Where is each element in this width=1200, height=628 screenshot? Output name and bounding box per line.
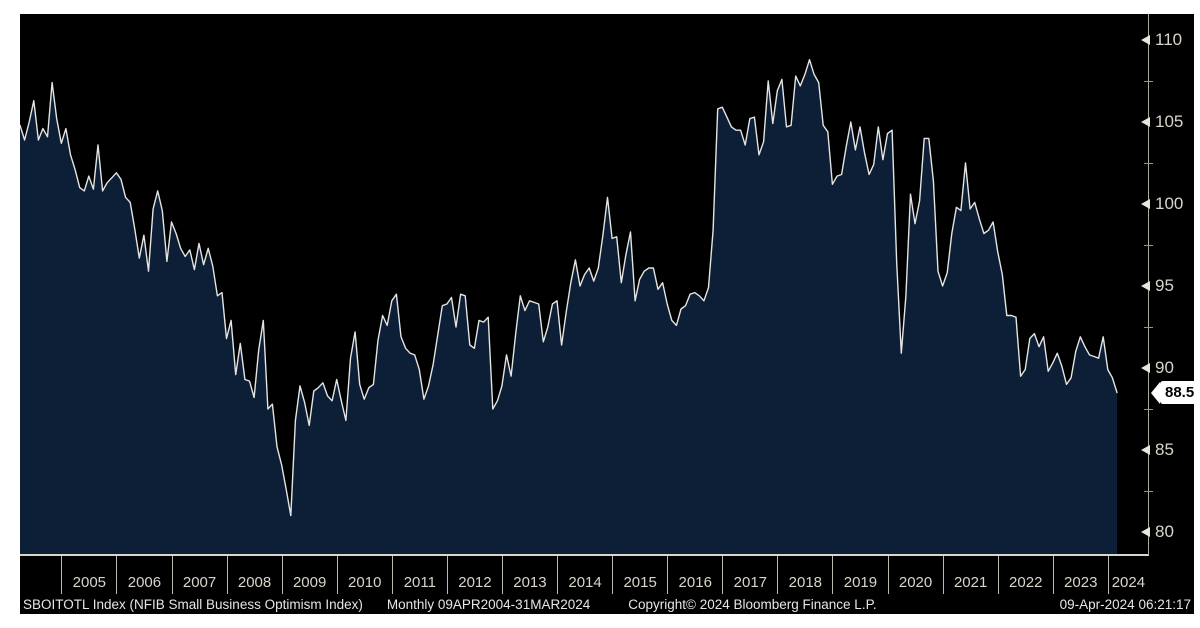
- x-tick-year-2024: 2024: [1107, 556, 1148, 594]
- copyright-notice: Copyright© 2024 Bloomberg Finance L.P.: [628, 596, 877, 612]
- y-tick-minor: [1144, 163, 1153, 164]
- x-tick-year-2023: 2023: [1052, 556, 1108, 594]
- y-tick-label: 100: [1155, 194, 1184, 213]
- x-tick-year-2018: 2018: [777, 556, 832, 594]
- x-tick-year-2013: 2013: [501, 556, 557, 594]
- x-tick-year-2014: 2014: [557, 556, 612, 594]
- y-tick-minor: [1144, 81, 1153, 82]
- x-tick-year-2005: 2005: [61, 556, 116, 594]
- x-tick-year-2016: 2016: [667, 556, 722, 594]
- x-tick-year-2012: 2012: [446, 556, 502, 594]
- frequency-date-range: Monthly 09APR2004-31MAR2024: [386, 596, 591, 612]
- x-tick-year-2015: 2015: [612, 556, 667, 594]
- chart-footer: SBOITOTL Index (NFIB Small Business Opti…: [20, 595, 1194, 613]
- y-tick-label: 90: [1155, 358, 1174, 377]
- x-tick-year-2009: 2009: [281, 556, 337, 594]
- series-area-fill: [20, 59, 1117, 554]
- y-tick-label: 110: [1155, 30, 1183, 49]
- y-tick-arrow-icon: [1141, 363, 1150, 373]
- y-tick-minor: [1144, 327, 1153, 328]
- y-tick-label: 95: [1155, 276, 1174, 295]
- bloomberg-chart-panel: 110 105 100 95 90 85 80 2005 2006 2007 2008 2009 20…: [20, 14, 1200, 614]
- y-tick-arrow-icon: [1141, 445, 1150, 455]
- y-tick-arrow-icon: [1141, 117, 1150, 127]
- x-axis-line: [20, 554, 1149, 556]
- x-tick-year-2008: 2008: [226, 556, 282, 594]
- y-tick-arrow-icon: [1141, 281, 1150, 291]
- y-tick-minor: [1144, 491, 1153, 492]
- y-tick-minor: [1144, 245, 1153, 246]
- y-tick-arrow-icon: [1141, 199, 1150, 209]
- render-timestamp: 09-Apr-2024 06:21:17: [1059, 596, 1191, 612]
- x-tick-year-2022: 2022: [997, 556, 1053, 594]
- x-tick-year-2006: 2006: [116, 556, 171, 594]
- x-tick-year-2010: 2010: [336, 556, 392, 594]
- x-tick-year-2017: 2017: [722, 556, 777, 594]
- last-value-text: 88.5: [1160, 381, 1200, 404]
- y-tick-label: 85: [1155, 440, 1174, 459]
- y-tick-arrow-icon: [1141, 35, 1150, 45]
- x-tick-year-2007: 2007: [171, 556, 227, 594]
- x-tick-year-2019: 2019: [832, 556, 887, 594]
- y-tick-label: 105: [1155, 112, 1184, 131]
- y-tick-label: 80: [1155, 522, 1174, 541]
- y-tick-minor: [1144, 409, 1153, 410]
- last-value-badge: 88.5: [1151, 381, 1200, 404]
- x-tick-year-2021: 2021: [942, 556, 998, 594]
- series-line: [20, 59, 1118, 517]
- x-tick-year-2011: 2011: [391, 556, 447, 594]
- ticker-description: SBOITOTL Index (NFIB Small Business Opti…: [23, 596, 363, 612]
- x-tick-year-2020: 2020: [887, 556, 943, 594]
- badge-pointer-icon: [1151, 381, 1160, 404]
- y-tick-arrow-icon: [1141, 527, 1150, 537]
- optimism-index-area-chart: [20, 59, 1118, 554]
